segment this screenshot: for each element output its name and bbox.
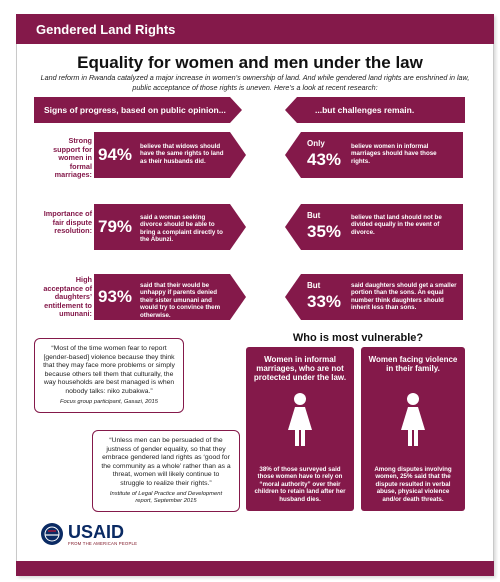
quote-source: Institute of Legal Practice and Developm… xyxy=(109,490,223,504)
vulnerable-title: Who is most vulnerable? xyxy=(292,332,424,344)
stat-box-widows: 94% believe that widows should have the … xyxy=(94,132,246,178)
stat-pct: 94% xyxy=(98,145,133,164)
stat-box-land-division: But 35% believe that land should not be … xyxy=(285,204,463,250)
stat-text: believe that widows should have the same… xyxy=(140,143,224,165)
row-label-umunani: High acceptance of daughters’ entitlemen… xyxy=(43,275,92,318)
main-title: Equality for women and men under the law xyxy=(77,53,423,72)
stat-text: said daughters should get a smaller port… xyxy=(351,282,457,312)
usaid-tagline: FROM THE AMERICAN PEOPLE xyxy=(68,540,138,546)
quote-source: Focus group participant, Gasazi, 2015 xyxy=(60,398,158,405)
quote-box-report: “Unless men can be persuaded of the just… xyxy=(92,430,240,512)
stat-box-sister: 93% said that their would be unhappy if … xyxy=(94,274,246,320)
vulnerable-card-informal: Women in informal marriages, who are not… xyxy=(246,347,354,511)
stat-pct: 35% xyxy=(307,222,342,241)
vulnerable-card-violence: Women facing violence in their family. A… xyxy=(361,347,465,511)
challenges-banner-label: ...but challenges remain. xyxy=(315,105,415,115)
quote-box-focus-group: “Most of the time women fear to report [… xyxy=(34,338,184,413)
usaid-logo: USAID FROM THE AMERICAN PEOPLE xyxy=(40,522,137,546)
row-label-marriage: Strong support for women in formal marri… xyxy=(53,136,92,179)
stat-text: believe women in informal marriages shou… xyxy=(351,143,437,165)
stat-prefix: But xyxy=(307,281,321,290)
usaid-seal-icon xyxy=(41,523,63,545)
stat-pct: 79% xyxy=(98,217,133,236)
stat-prefix: Only xyxy=(307,139,325,148)
stat-box-divorce: 79% said a woman seeking divorce should … xyxy=(94,204,246,250)
bottom-strip xyxy=(16,561,494,576)
quote-text: “Unless men can be persuaded of the just… xyxy=(101,437,231,487)
stat-text: said a woman seeking divorce should be a… xyxy=(140,214,223,244)
card-body: 38% of those surveyed said those women h… xyxy=(254,465,346,503)
stat-text: believe that land should not be divided … xyxy=(351,214,442,236)
row-label-dispute: Importance of fair dispute resolution: xyxy=(43,209,92,235)
stat-box-daughters: But 33% said daughters should get a smal… xyxy=(285,274,463,320)
progress-banner-label: Signs of progress, based on public opini… xyxy=(44,105,226,115)
card-heading: Women facing violence in their family. xyxy=(368,355,458,373)
header-title: Gendered Land Rights xyxy=(26,14,186,44)
stat-prefix: But xyxy=(307,211,321,220)
stat-pct: 43% xyxy=(307,150,342,169)
woman-icon xyxy=(401,393,425,446)
stat-pct: 93% xyxy=(98,287,133,306)
progress-banner: Signs of progress, based on public opini… xyxy=(34,97,242,123)
card-body: Among disputes involving women, 25% said… xyxy=(374,465,452,503)
quote-text: “Most of the time women fear to report [… xyxy=(43,345,175,395)
challenges-banner: ...but challenges remain. xyxy=(285,97,465,123)
stat-text: said that their would be unhappy if pare… xyxy=(140,282,221,319)
usaid-wordmark: USAID xyxy=(68,521,125,542)
stat-pct: 33% xyxy=(307,292,342,311)
woman-icon xyxy=(288,393,312,446)
card-heading: Women in informal marriages, who are not… xyxy=(253,355,347,382)
stat-box-informal: Only 43% believe women in informal marri… xyxy=(285,132,463,178)
intro-text: Land reform in Rwanda catalyzed a major … xyxy=(40,73,470,92)
